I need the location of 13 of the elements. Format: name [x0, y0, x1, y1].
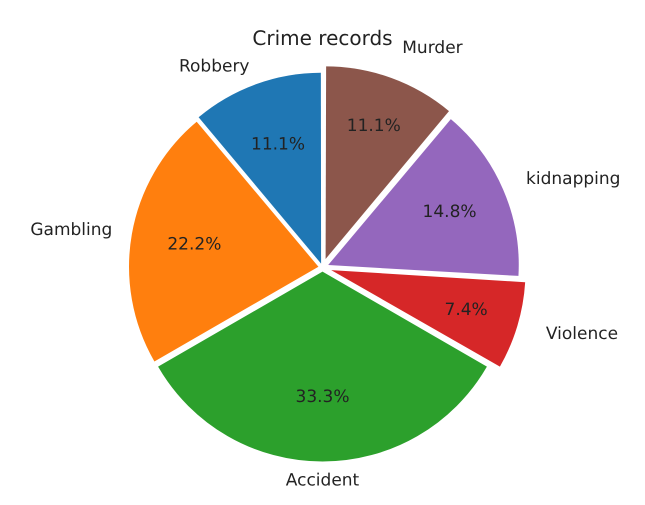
slice-label: Gambling: [30, 220, 112, 240]
data-label: 22.2%: [167, 234, 222, 254]
slice-label: Robbery: [178, 56, 250, 76]
chart-title: Crime records: [252, 26, 393, 50]
slice-label: Violence: [546, 324, 618, 344]
data-label: 14.8%: [422, 202, 477, 222]
slice-label: Accident: [286, 470, 360, 490]
data-label: 33.3%: [295, 387, 350, 408]
data-label: 7.4%: [444, 300, 488, 320]
slice-label: kidnapping: [526, 169, 620, 190]
data-label: 11.1%: [346, 116, 401, 136]
data-label: 11.1%: [250, 134, 306, 155]
slice-label: Murder: [402, 38, 463, 58]
